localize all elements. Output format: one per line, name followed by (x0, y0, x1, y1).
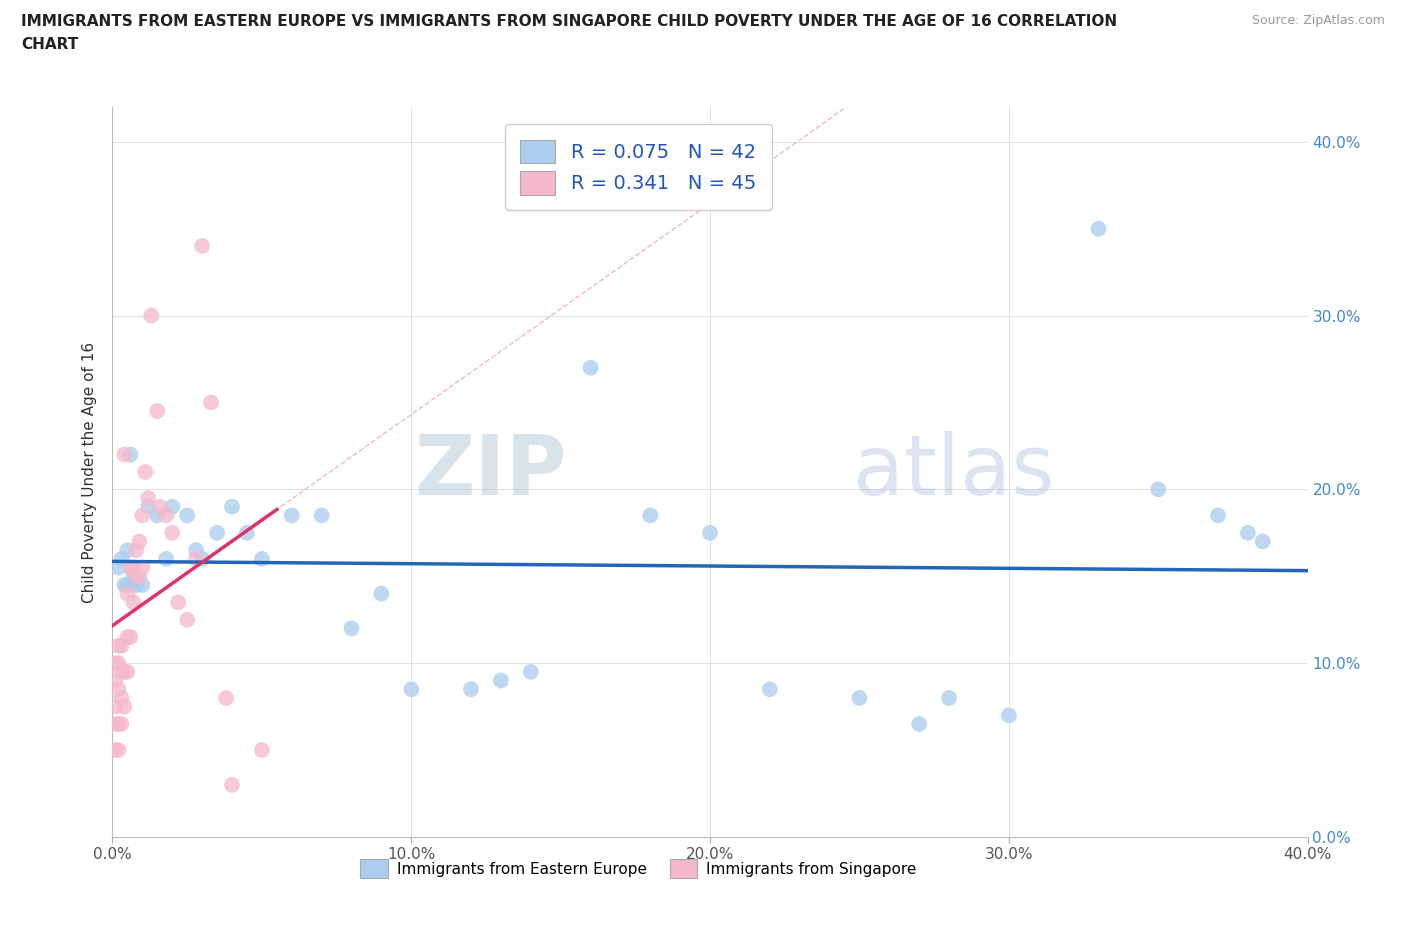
Point (117, 586, 139, 601)
Point (122, 595, 145, 610)
Point (110, 664, 132, 679)
Point (104, 699, 127, 714)
Point (215, 690, 238, 705)
Point (128, 534, 150, 549)
Point (221, 777, 243, 792)
Point (281, 508, 304, 523)
Point (759, 682, 782, 697)
Point (1237, 525, 1260, 540)
Point (579, 360, 602, 375)
Point (138, 491, 160, 506)
Point (120, 447, 142, 462)
Point (104, 717, 127, 732)
Point (104, 673, 127, 688)
Point (104, 743, 127, 758)
Point (155, 551, 177, 566)
Point (107, 656, 129, 671)
Point (908, 717, 931, 732)
Point (250, 743, 273, 758)
Point (114, 664, 135, 679)
Text: CHART: CHART (21, 37, 79, 52)
Point (117, 578, 139, 592)
Point (104, 656, 127, 671)
Point (1251, 534, 1274, 549)
Point (114, 699, 135, 714)
Point (146, 404, 169, 418)
Point (107, 682, 129, 697)
Point (131, 578, 153, 592)
Point (250, 551, 273, 566)
Point (699, 525, 721, 540)
Point (120, 560, 142, 575)
Point (176, 508, 198, 523)
Point (114, 578, 135, 592)
Point (107, 717, 129, 732)
Text: IMMIGRANTS FROM EASTERN EUROPE VS IMMIGRANTS FROM SINGAPORE CHILD POVERTY UNDER : IMMIGRANTS FROM EASTERN EUROPE VS IMMIGR… (21, 14, 1118, 29)
Point (221, 499, 243, 514)
Point (138, 499, 160, 514)
Point (236, 525, 259, 540)
Point (117, 664, 139, 679)
Point (149, 499, 172, 514)
Point (134, 465, 156, 480)
Point (107, 560, 129, 575)
Point (938, 690, 960, 705)
Point (848, 690, 870, 705)
Point (120, 630, 142, 644)
Point (110, 638, 132, 653)
Point (107, 743, 129, 758)
Point (131, 508, 153, 523)
Point (489, 673, 512, 688)
Point (125, 569, 148, 584)
Point (146, 508, 169, 523)
Point (205, 525, 228, 540)
Y-axis label: Child Poverty Under the Age of 16: Child Poverty Under the Age of 16 (82, 341, 97, 603)
Point (107, 638, 129, 653)
Legend: Immigrants from Eastern Europe, Immigrants from Singapore: Immigrants from Eastern Europe, Immigran… (354, 853, 922, 884)
Point (370, 586, 392, 601)
Point (110, 551, 132, 566)
Point (191, 551, 214, 566)
Point (122, 569, 145, 584)
Point (186, 551, 208, 566)
Point (176, 612, 198, 627)
Point (125, 578, 148, 592)
Point (110, 690, 132, 705)
Point (1087, 221, 1109, 236)
Point (122, 560, 145, 575)
Point (311, 508, 333, 523)
Point (117, 543, 139, 558)
Text: ZIP: ZIP (415, 432, 567, 512)
Point (114, 447, 135, 462)
Point (1206, 508, 1229, 523)
Text: atlas: atlas (853, 432, 1054, 512)
Point (141, 308, 163, 323)
Point (110, 717, 132, 732)
Point (998, 708, 1021, 723)
Point (520, 664, 543, 679)
Point (1147, 482, 1170, 497)
Point (460, 682, 482, 697)
Point (162, 499, 183, 514)
Text: Source: ZipAtlas.com: Source: ZipAtlas.com (1251, 14, 1385, 27)
Point (125, 543, 148, 558)
Point (167, 595, 190, 610)
Point (401, 682, 423, 697)
Point (191, 239, 214, 254)
Point (200, 395, 222, 410)
Point (117, 630, 139, 644)
Point (340, 621, 363, 636)
Point (186, 543, 208, 558)
Point (162, 525, 183, 540)
Point (128, 569, 150, 584)
Point (131, 560, 153, 575)
Point (155, 508, 177, 523)
Point (120, 560, 142, 575)
Point (640, 508, 662, 523)
